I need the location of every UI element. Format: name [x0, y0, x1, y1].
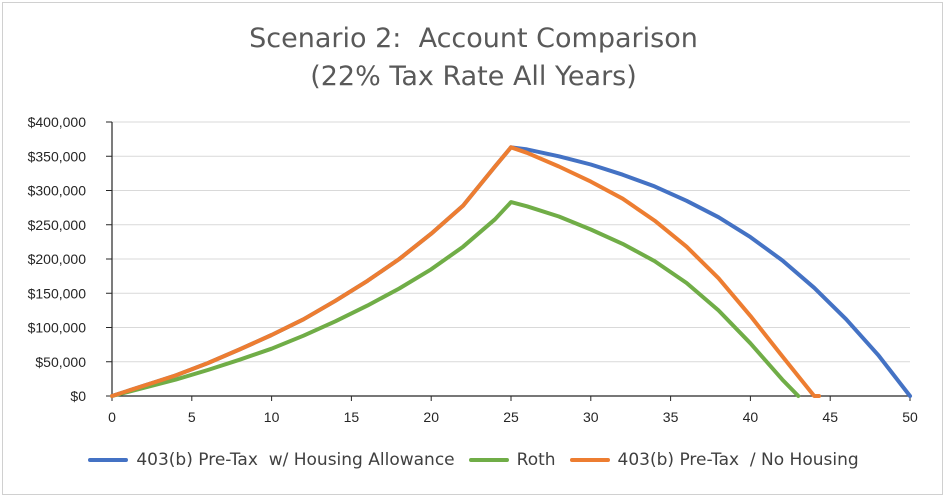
chart-subtitle: (22% Tax Rate All Years): [310, 61, 637, 92]
legend-item-2: Roth: [468, 450, 556, 470]
y-tick-label: $250,000: [28, 217, 87, 233]
x-tick-label: 25: [503, 409, 519, 425]
x-tick-label: 30: [583, 409, 599, 425]
x-tick-label: 20: [423, 409, 439, 425]
legend-swatch: [569, 458, 610, 462]
y-tick-label: $150,000: [28, 285, 87, 301]
chart-title-block: Scenario 2: Account Comparison (22% Tax …: [0, 20, 947, 96]
x-tick-label: 0: [108, 409, 116, 425]
series-line-2: [110, 200, 801, 398]
legend-item-1: 403(b) Pre-Tax w/ Housing Allowance: [88, 450, 455, 470]
y-tick-label: $50,000: [35, 354, 86, 370]
legend-label: 403(b) Pre-Tax w/ Housing Allowance: [136, 450, 455, 470]
x-tick-label: 40: [743, 409, 759, 425]
x-tick-label: 5: [188, 409, 196, 425]
x-tick-label: 35: [663, 409, 679, 425]
y-tick-label: $100,000: [28, 320, 87, 336]
legend: 403(b) Pre-Tax w/ Housing Allowance Roth 4…: [0, 450, 947, 470]
y-tick-label: $300,000: [28, 183, 87, 199]
legend-swatch: [468, 458, 509, 462]
series-line-1: [110, 145, 912, 398]
y-tick-label: $350,000: [28, 148, 87, 164]
legend-label: Roth: [516, 450, 556, 470]
x-tick-label: 15: [344, 409, 360, 425]
legend-item-3: 403(b) Pre-Tax / No Housing: [569, 450, 859, 470]
y-tick-label: $200,000: [28, 251, 87, 267]
y-tick-label: $400,000: [28, 114, 87, 130]
x-tick-label: 10: [264, 409, 280, 425]
legend-swatch: [88, 458, 129, 462]
y-tick-label: $0: [70, 388, 86, 404]
chart-title: Scenario 2: Account Comparison: [249, 23, 698, 54]
x-tick-label: 50: [902, 409, 918, 425]
x-tick-label: 45: [822, 409, 838, 425]
series-line-3: [110, 145, 821, 398]
legend-label: 403(b) Pre-Tax / No Housing: [617, 450, 859, 470]
